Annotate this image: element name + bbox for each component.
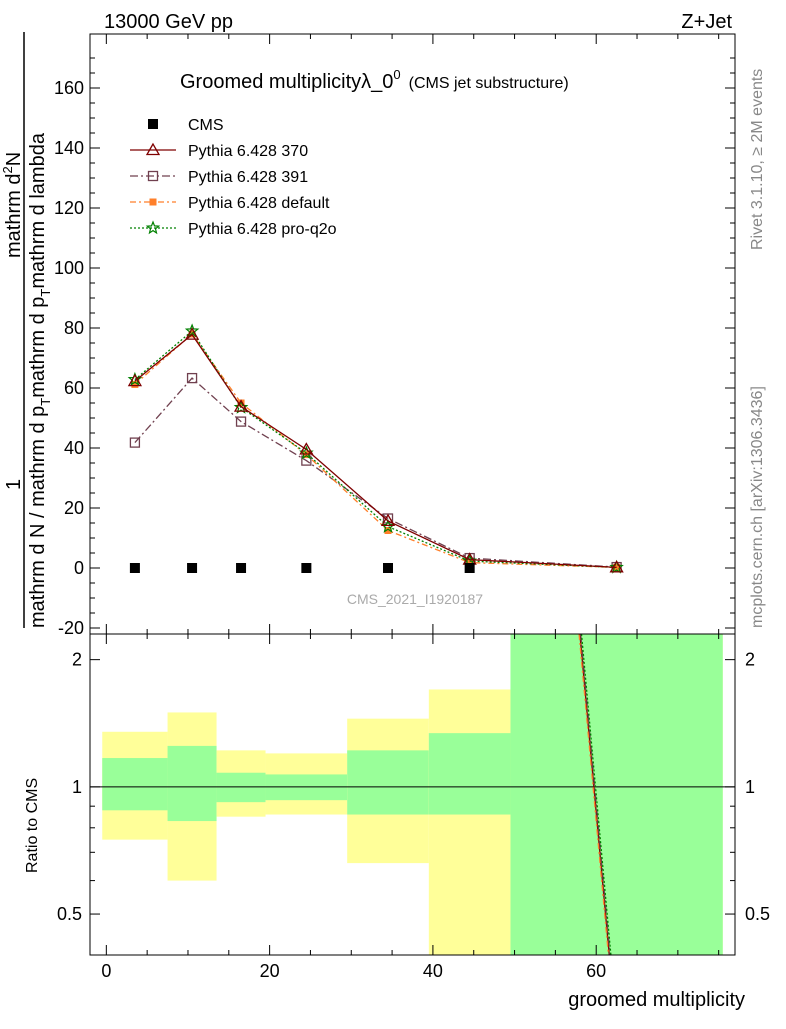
point-p370 (299, 442, 314, 455)
main-ytick-label: 140 (54, 138, 84, 158)
legend-label-p391: Pythia 6.428 391 (188, 169, 308, 186)
ratio-band-inner (510, 634, 723, 955)
series-p391 (129, 372, 622, 573)
ratio-band-inner (216, 772, 266, 803)
ratio-xtick-label: 60 (586, 961, 606, 981)
ylabel-denominator: mathrm d N / mathrm d pTmathrm d pTmathr… (27, 132, 53, 628)
series-p370 (127, 327, 624, 573)
ratio-xtick-label: 40 (423, 961, 443, 981)
point-pdefault (466, 559, 474, 567)
point-p391 (186, 372, 198, 384)
legend-marker-cms (148, 119, 158, 129)
point-p391 (235, 416, 247, 427)
point-pq2o (184, 323, 200, 338)
ratio-mc-lines (578, 633, 612, 956)
main-ytick-label: 20 (64, 498, 84, 518)
main-ytick-label: 40 (64, 438, 84, 458)
legend-item-p391: Pythia 6.428 391 (130, 169, 308, 186)
ratio-band-inner (428, 733, 511, 815)
legend-label-p370: Pythia 6.428 370 (188, 143, 308, 160)
ylabel-numerator: mathrm d2N (0, 152, 25, 258)
ratio-ytick-label-right: 2 (745, 650, 755, 670)
point-cms (187, 563, 198, 573)
point-cms (464, 563, 475, 573)
rivet-version-label: Rivet 3.1.10, ≥ 2M events (749, 69, 766, 250)
point-p391 (129, 437, 141, 448)
legend-item-pdefault: Pythia 6.428 default (130, 195, 330, 212)
series-pq2o (127, 323, 624, 574)
header-energy: 13000 GeV pp (104, 11, 233, 33)
ratio-line-pdefault (578, 633, 610, 956)
point-pq2o (609, 559, 624, 574)
analysis-watermark: CMS_2021_I1920187 (347, 591, 483, 607)
legend-label-pdefault: Pythia 6.428 default (188, 195, 330, 212)
main-ytick-label: -20 (58, 618, 84, 638)
ylabel-one: 1 (3, 479, 25, 490)
point-cms (129, 563, 140, 573)
legend-item-pq2o: Pythia 6.428 pro-q2o (130, 220, 337, 238)
series-pdefault (131, 330, 621, 571)
main-ytick-label: 80 (64, 318, 84, 338)
legend-label-cms: CMS (188, 117, 224, 134)
main-ylabel: mathrm d2N 1 mathrm d N / mathrm d pTmat… (0, 32, 53, 628)
main-series (127, 323, 624, 574)
legend-marker-pdefault (149, 198, 157, 206)
mcplots-label: mcplots.cern.ch [arXiv:1306.3436] (749, 386, 766, 628)
legend-marker-pq2o (145, 220, 161, 235)
ratio-line-p370 (579, 633, 610, 956)
point-p370 (380, 513, 396, 527)
main-ytick-label: 100 (54, 258, 84, 278)
header-process: Z+Jet (681, 11, 732, 33)
legend-label-pq2o: Pythia 6.428 pro-q2o (188, 221, 337, 238)
series-line-p370 (134, 333, 617, 569)
legend-item-p370: Pythia 6.428 370 (130, 142, 308, 160)
ratio-frame (89, 633, 736, 956)
main-frame (89, 33, 736, 635)
ratio-ytick-label-right: 1 (745, 777, 755, 797)
ratio-ytick-label-left: 0.5 (57, 904, 82, 924)
ratio-band-inner (167, 745, 217, 822)
main-ytick-label: 120 (54, 198, 84, 218)
main-ytick-label: 0 (74, 558, 84, 578)
point-p370 (127, 373, 143, 387)
ratio-ylabel: Ratio to CMS (24, 778, 41, 873)
point-cms (383, 563, 394, 573)
ratio-band-outer (428, 689, 511, 955)
point-p370 (233, 399, 249, 412)
ratio-uncertainty-bands (90, 634, 735, 955)
point-cms (301, 563, 312, 573)
point-pdefault (131, 380, 139, 388)
point-p370 (609, 560, 624, 573)
ratio-line-pq2o (580, 633, 612, 956)
point-pq2o (380, 518, 396, 533)
xlabel: groomed multiplicity (568, 989, 745, 1011)
series-cms (129, 563, 475, 573)
legend: CMS Pythia 6.428 370 Pythia 6.428 391 Pythi… (130, 117, 337, 238)
axes: -20 0 20 40 60 80 100 120 140 160 0 20 40 60 0.5 0.5 1 1 2… (54, 33, 770, 981)
main-ytick-label: 160 (54, 78, 84, 98)
point-pdefault (384, 527, 392, 534)
legend-item-cms: CMS (148, 117, 224, 134)
point-pq2o (233, 399, 249, 414)
point-cms (236, 563, 247, 573)
main-ytick-label: 60 (64, 378, 84, 398)
ratio-ytick-label-left: 1 (72, 777, 82, 797)
ratio-ytick-label-left: 2 (72, 650, 82, 670)
series-line-pq2o (134, 330, 617, 569)
ratio-ytick-label-right: 0.5 (745, 904, 770, 924)
ratio-xtick-label: 20 (260, 961, 280, 981)
legend-marker-p370 (145, 142, 161, 156)
series-line-p391 (134, 377, 617, 568)
plot-title: Groomed multiplicityλ_00(CMS jet substru… (180, 67, 569, 93)
ratio-band-inner (102, 758, 168, 811)
series-line-pdefault (134, 333, 617, 569)
ratio-xtick-label: 0 (101, 961, 111, 981)
ratio-band-inner (347, 750, 429, 815)
point-p370 (184, 327, 200, 340)
legend-marker-p391 (147, 170, 159, 182)
ratio-line-p391 (580, 633, 611, 956)
